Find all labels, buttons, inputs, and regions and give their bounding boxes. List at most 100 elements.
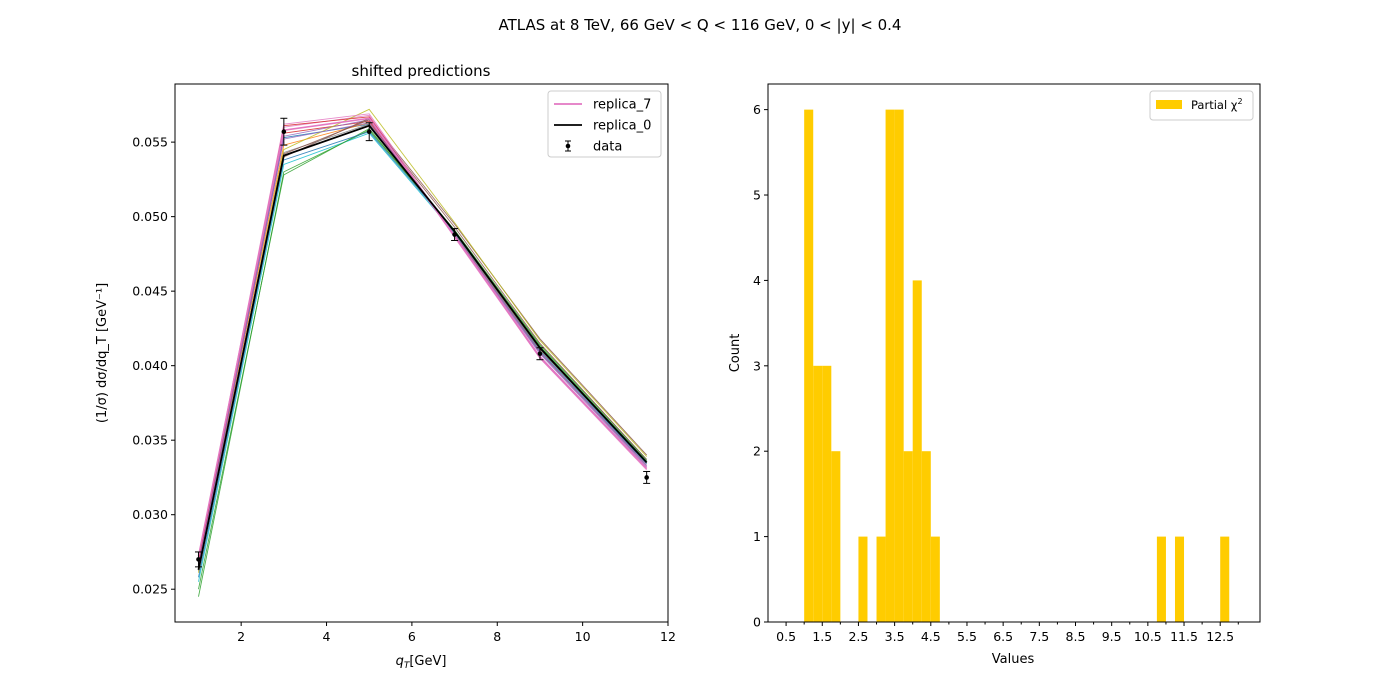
left-axes-frame xyxy=(174,83,669,623)
replica-line-1 xyxy=(198,122,648,566)
right-x-axis-label: Values xyxy=(992,652,1035,667)
right-y-tick-label: 3 xyxy=(753,358,761,373)
histogram-bar xyxy=(921,451,931,622)
data-point xyxy=(451,228,459,241)
replica-line-10 xyxy=(198,128,648,590)
histogram-bar xyxy=(903,451,913,622)
right-x-tick-label: 8.5 xyxy=(1066,629,1086,644)
right-x-tick-label: 9.5 xyxy=(1102,629,1122,644)
histogram-bar xyxy=(885,109,895,623)
right-x-tick-label: 12.5 xyxy=(1206,629,1234,644)
histogram-bar xyxy=(1156,536,1166,622)
replica-line-6 xyxy=(198,114,648,560)
right-x-tick-label: 4.5 xyxy=(921,629,941,644)
data-point xyxy=(643,470,651,484)
figure-suptitle: ATLAS at 8 TeV, 66 GeV < Q < 116 GeV, 0 … xyxy=(499,16,902,34)
right-x-tick-label: 5.5 xyxy=(957,629,977,644)
left-x-tick-label: 2 xyxy=(237,629,245,644)
histogram-bar xyxy=(813,365,823,622)
left-legend-label: data xyxy=(593,140,622,155)
histogram-bar xyxy=(831,451,841,622)
histogram-bar xyxy=(804,109,814,623)
left-legend-label: replica_0 xyxy=(593,119,651,134)
right-y-tick-label: 6 xyxy=(753,102,761,117)
replica-line-8 xyxy=(198,108,648,573)
left-legend-item: data xyxy=(565,140,622,155)
right-x-tick-label: 6.5 xyxy=(993,629,1013,644)
replica-line-14 xyxy=(198,119,648,570)
right-y-tick-label: 0 xyxy=(753,615,761,630)
right-legend-label: Partial χ2 xyxy=(1191,97,1243,112)
right-legend-swatch xyxy=(1156,100,1182,109)
left-x-tick-label: 10 xyxy=(575,629,591,644)
left-chart-title: shifted predictions xyxy=(352,62,491,80)
data-point xyxy=(280,117,288,146)
right-y-tick-label: 4 xyxy=(753,273,761,288)
right-plot-area xyxy=(804,109,1230,623)
left-plot-area xyxy=(194,108,651,597)
histogram-bar xyxy=(912,280,922,622)
left-xlabel-sub: T xyxy=(404,661,411,671)
left-y-tick-label: 0.050 xyxy=(132,209,168,224)
left-x-tick-label: 8 xyxy=(493,629,501,644)
left-x-tick-label: 6 xyxy=(408,629,416,644)
data-point xyxy=(536,347,544,361)
data-point xyxy=(194,551,202,568)
histogram-bar xyxy=(1174,536,1185,622)
right-legend-label-sup: 2 xyxy=(1237,97,1242,106)
right-y-tick-label: 1 xyxy=(753,529,761,544)
histogram-bar xyxy=(858,536,868,622)
right-axes-frame xyxy=(767,83,1261,623)
left-legend-item: replica_7 xyxy=(554,98,651,113)
right-x-tick-label: 2.5 xyxy=(848,629,868,644)
replica-line-11 xyxy=(198,116,648,561)
histogram-bar xyxy=(1220,536,1230,622)
right-x-tick-label: 7.5 xyxy=(1029,629,1049,644)
right-legend-box xyxy=(1149,90,1254,121)
right-x-tick-label: 10.5 xyxy=(1134,629,1162,644)
left-y-tick-label: 0.030 xyxy=(132,507,168,522)
replica-line-12 xyxy=(198,122,648,566)
left-x-tick-label: 12 xyxy=(660,629,676,644)
data-point xyxy=(365,122,373,142)
histogram-bar xyxy=(822,365,832,622)
right-x-tick-label: 0.5 xyxy=(776,629,796,644)
partial-chi2-histogram: 0.5 1.5 2.5 3.5 4.5 5.5 6.5 7.5 8.5 9.5 10.5 11.5 12… xyxy=(728,83,1261,667)
left-x-tick-label: 4 xyxy=(323,629,331,644)
left-y-ticks: 0.025 0.030 0.035 0.040 0.045 0.050 0.055 xyxy=(132,135,175,597)
left-y-axis-label: (1/σ) dσ/dq_T [GeV⁻¹] xyxy=(95,283,110,423)
right-y-tick-label: 2 xyxy=(753,444,761,459)
left-x-ticks: 2 4 6 8 10 12 xyxy=(237,622,676,644)
replica-line-13 xyxy=(198,131,648,578)
shifted-predictions-chart: shifted predictions 2 4 6 8 10 12 0.025 0.030 0… xyxy=(95,62,676,671)
replica-7-line xyxy=(197,117,648,557)
histogram-bar xyxy=(930,536,940,622)
replica-0-line xyxy=(197,124,648,570)
left-y-tick-label: 0.055 xyxy=(132,135,168,150)
right-y-tick-label: 5 xyxy=(753,188,761,203)
left-y-tick-label: 0.025 xyxy=(132,582,168,597)
right-x-tick-label: 3.5 xyxy=(885,629,905,644)
left-legend-item: replica_0 xyxy=(554,119,651,134)
right-y-ticks: 0 1 2 3 4 5 6 xyxy=(753,102,768,630)
replica-line-15 xyxy=(198,113,648,558)
right-legend-label-main: Partial χ xyxy=(1191,98,1238,112)
replica-line-2 xyxy=(198,129,648,597)
left-legend-box xyxy=(547,90,662,158)
histogram-bar xyxy=(876,536,886,622)
left-y-tick-label: 0.040 xyxy=(132,358,168,373)
left-x-axis-label: qT[GeV] xyxy=(396,654,447,671)
right-x-ticks: 0.5 1.5 2.5 3.5 4.5 5.5 6.5 7.5 8.5 9.5 10.5 11.5 12… xyxy=(776,622,1239,644)
histogram-bar xyxy=(894,109,904,623)
right-x-tick-label: 11.5 xyxy=(1170,629,1198,644)
left-xlabel-q: q xyxy=(396,654,404,669)
right-x-tick-label: 1.5 xyxy=(812,629,832,644)
left-y-tick-label: 0.035 xyxy=(132,433,168,448)
right-y-axis-label: Count xyxy=(728,334,743,373)
left-legend-label: replica_7 xyxy=(593,98,651,113)
right-legend: Partial χ2 xyxy=(1149,90,1254,121)
replica-line-9 xyxy=(198,132,648,582)
left-xlabel-unit: [GeV] xyxy=(409,654,446,669)
